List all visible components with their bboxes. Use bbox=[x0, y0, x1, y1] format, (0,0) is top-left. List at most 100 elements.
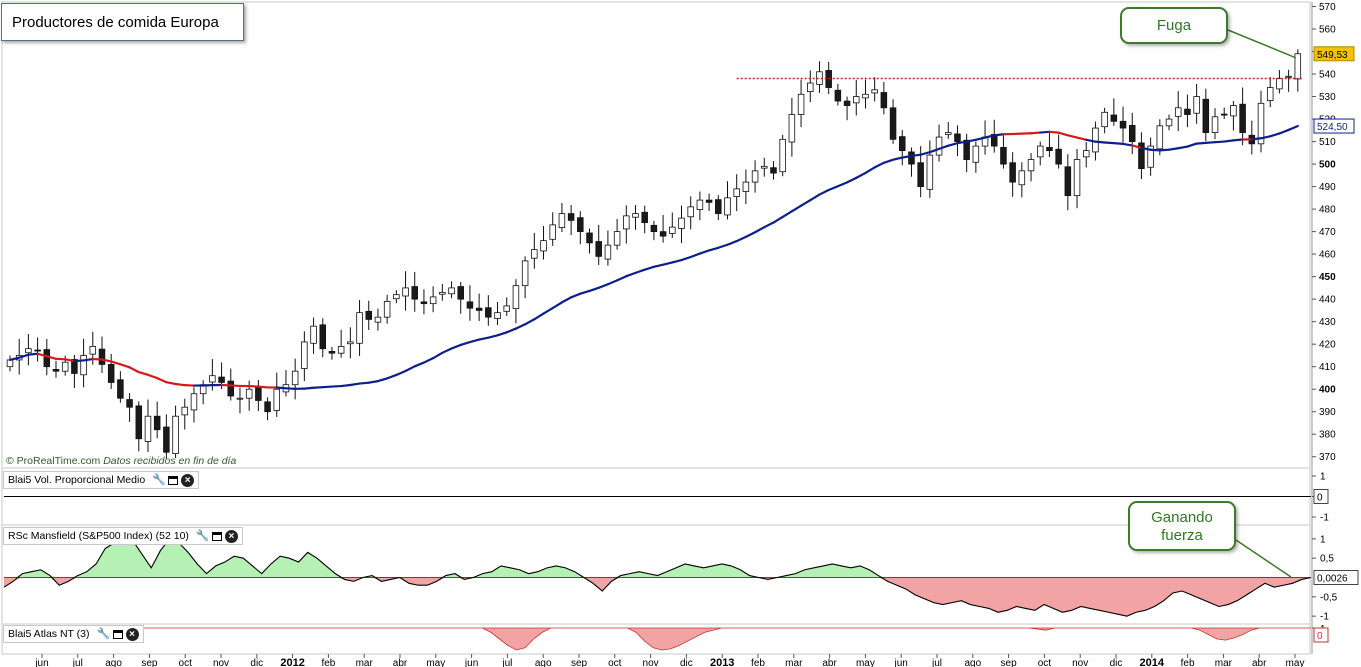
close-icon[interactable]: × bbox=[181, 473, 195, 487]
candle-body bbox=[613, 231, 621, 246]
window-icon[interactable] bbox=[168, 475, 179, 485]
candle-body bbox=[797, 93, 805, 115]
moving-average-segment bbox=[698, 249, 711, 255]
x-tick-label: dic bbox=[680, 658, 693, 667]
wrench-icon[interactable]: 🔧 bbox=[96, 627, 111, 640]
moving-average-segment bbox=[432, 351, 444, 360]
candle-body bbox=[1174, 107, 1182, 117]
candle-body bbox=[89, 346, 97, 355]
moving-average-segment bbox=[625, 271, 637, 278]
candle-body bbox=[586, 232, 593, 244]
candle-body bbox=[549, 224, 556, 240]
candle-body bbox=[1110, 114, 1118, 122]
moving-average-segment bbox=[910, 153, 922, 158]
last-price-label: 549,53 bbox=[1317, 50, 1348, 61]
candle-body bbox=[383, 301, 391, 318]
moving-average-segment bbox=[744, 231, 757, 238]
candle-body bbox=[1082, 150, 1090, 158]
close-icon[interactable]: × bbox=[224, 529, 238, 543]
moving-average-segment bbox=[1103, 141, 1115, 145]
moving-average-segment bbox=[441, 347, 453, 354]
moving-average-segment bbox=[1131, 144, 1143, 149]
moving-average-segment bbox=[8, 356, 21, 362]
moving-average-segment bbox=[570, 292, 582, 299]
candle-body bbox=[926, 154, 934, 190]
moving-average-segment bbox=[671, 258, 683, 264]
callout-pointer bbox=[1227, 29, 1297, 59]
x-tick-label: jul bbox=[501, 658, 512, 667]
rsc-positive-area bbox=[4, 538, 1311, 578]
x-tick-label: feb bbox=[321, 658, 335, 667]
moving-average-segment bbox=[18, 353, 30, 359]
candle-body bbox=[172, 415, 179, 454]
candle-body bbox=[945, 132, 952, 135]
x-tick-label: may bbox=[426, 658, 445, 667]
moving-average-segment bbox=[947, 142, 959, 147]
callout-fuga: Fuga bbox=[1120, 7, 1228, 44]
candle-body bbox=[880, 92, 888, 109]
last-price-badge bbox=[1313, 46, 1355, 62]
rsc-value-label: 0,0026 bbox=[1317, 574, 1348, 585]
moving-average-segment bbox=[128, 366, 140, 374]
moving-average-segment bbox=[1094, 140, 1106, 144]
rsc-tick-label: -1 bbox=[1320, 612, 1329, 623]
x-tick-label: mar bbox=[356, 658, 374, 667]
wrench-icon[interactable]: 🔧 bbox=[195, 529, 210, 542]
callout-pointer bbox=[1235, 539, 1292, 578]
price-tick-label: 400 bbox=[1319, 385, 1336, 396]
rsc-negative-area bbox=[4, 577, 1311, 617]
moving-average-segment bbox=[891, 156, 904, 161]
moving-average-segment bbox=[376, 377, 389, 383]
window-icon[interactable] bbox=[112, 629, 123, 639]
candle-body bbox=[153, 415, 161, 431]
moving-average-segment bbox=[459, 340, 472, 347]
x-tick-label: 2013 bbox=[710, 657, 734, 667]
candle-body bbox=[641, 211, 648, 224]
candle-body bbox=[98, 348, 106, 365]
moving-average-segment bbox=[275, 386, 288, 390]
moving-average-segment bbox=[1186, 142, 1198, 148]
wrench-icon[interactable]: 🔧 bbox=[152, 473, 166, 486]
candle-body bbox=[448, 287, 455, 295]
price-tick-label: 380 bbox=[1319, 430, 1336, 441]
candle-body bbox=[61, 361, 69, 372]
moving-average-segment bbox=[680, 255, 692, 262]
moving-average-segment bbox=[1195, 141, 1207, 145]
candle-body bbox=[954, 133, 961, 142]
window-icon[interactable] bbox=[211, 531, 222, 541]
candle-body bbox=[1046, 147, 1053, 151]
moving-average-segment bbox=[919, 151, 931, 156]
candle-body bbox=[889, 107, 897, 140]
candle-body bbox=[126, 399, 133, 408]
candle-body bbox=[393, 294, 400, 300]
moving-average-segment bbox=[422, 357, 435, 364]
moving-average-segment bbox=[735, 235, 747, 243]
candle-body bbox=[687, 206, 694, 218]
candle-body bbox=[1027, 159, 1035, 172]
candle-body bbox=[25, 348, 32, 354]
candle-body bbox=[715, 199, 722, 215]
panel-frame bbox=[1, 1, 1311, 469]
candle-body bbox=[521, 260, 529, 287]
x-tick-label: nov bbox=[213, 658, 229, 667]
moving-average-segment bbox=[156, 376, 168, 384]
moving-average-segment bbox=[64, 358, 76, 363]
volume-panel-label: Blai5 Vol. Proporcional Medio 🔧 × bbox=[3, 471, 200, 489]
x-tick-label: jul bbox=[72, 658, 83, 667]
price-tick-label: 560 bbox=[1319, 25, 1336, 36]
moving-average-segment bbox=[468, 338, 481, 344]
x-tick-label: jun bbox=[34, 658, 48, 667]
close-icon[interactable]: × bbox=[125, 627, 139, 641]
candle-body bbox=[558, 213, 566, 228]
candle-body bbox=[761, 165, 768, 169]
moving-average-segment bbox=[27, 352, 39, 356]
candle-body bbox=[227, 380, 235, 397]
moving-average-segment bbox=[974, 136, 987, 141]
candle-body bbox=[475, 307, 483, 311]
candle-body bbox=[374, 316, 382, 323]
candle-body bbox=[209, 375, 216, 383]
candle-body bbox=[485, 307, 492, 318]
candle-body bbox=[577, 217, 584, 233]
moving-average-segment bbox=[395, 369, 407, 377]
moving-average-segment bbox=[36, 352, 48, 358]
